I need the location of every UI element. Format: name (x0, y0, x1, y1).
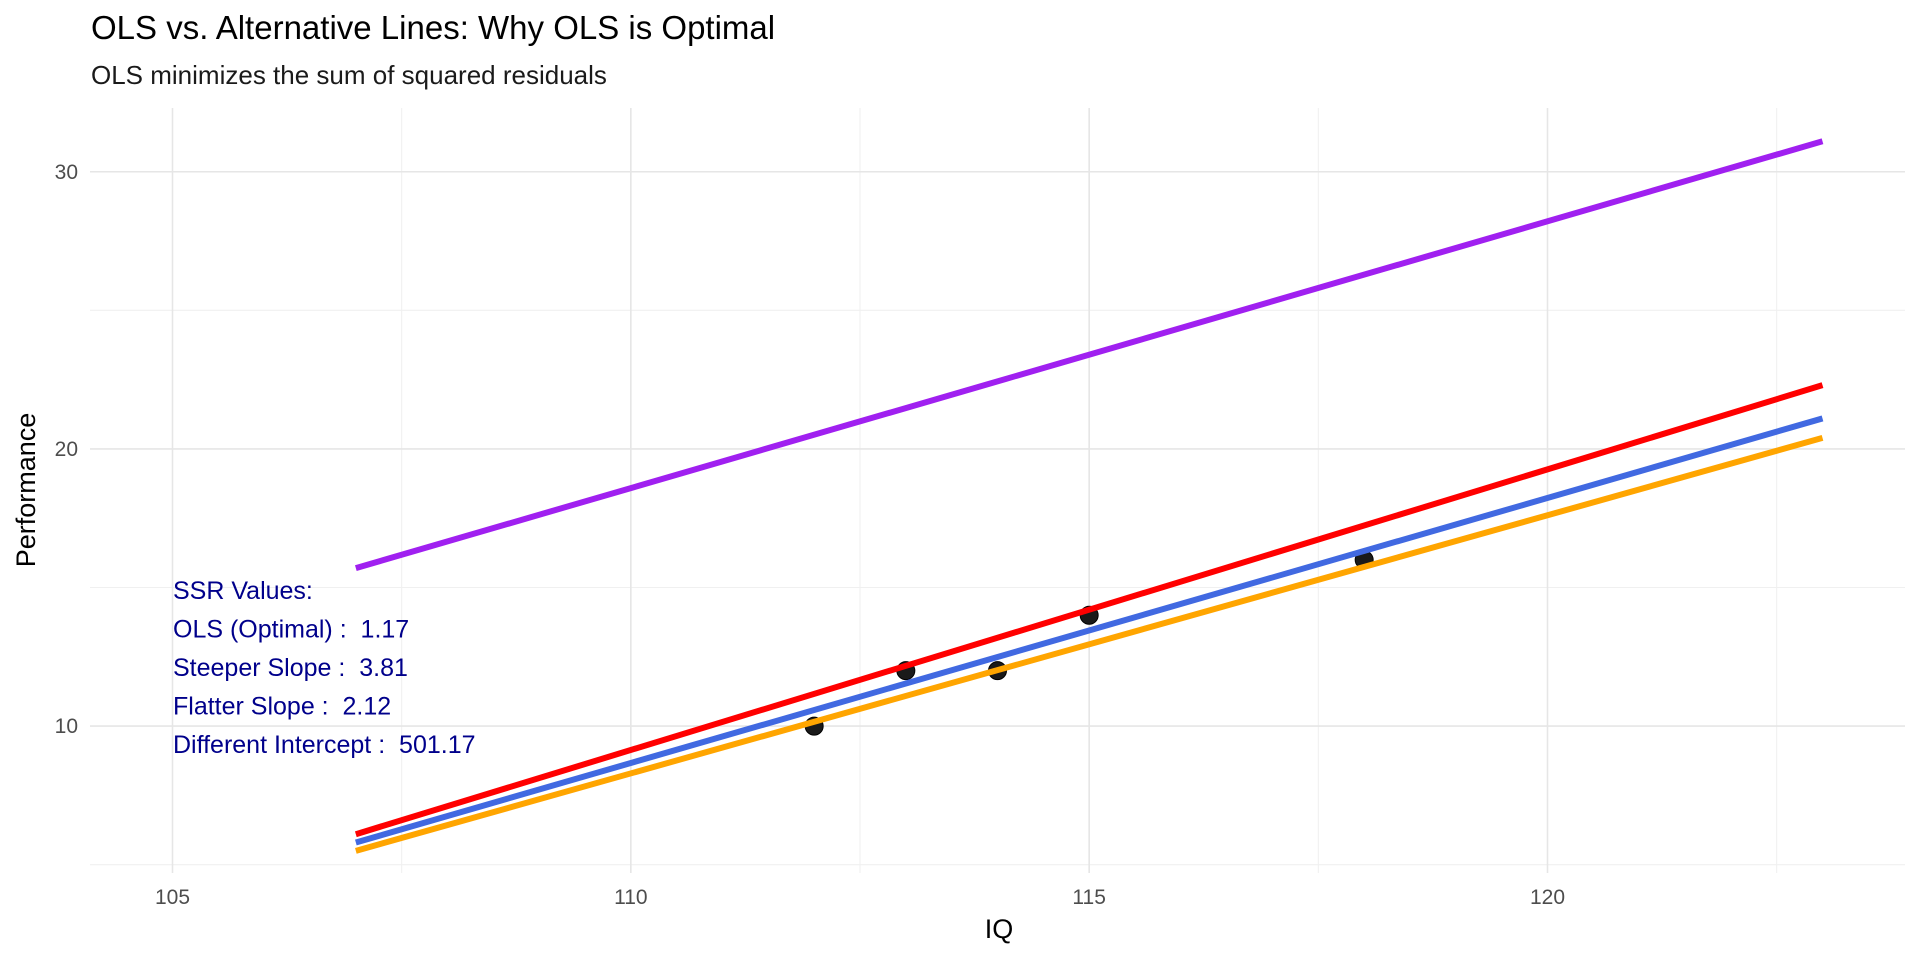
x-tick-label: 115 (1072, 886, 1105, 909)
annotation-heading: SSR Values: (173, 577, 313, 605)
y-tick-label: 10 (55, 715, 78, 738)
x-tick-label: 110 (614, 886, 647, 909)
grid (90, 108, 1905, 873)
x-tick-label: 120 (1530, 886, 1565, 909)
series-line (354, 138, 1824, 571)
y-tick-label: 20 (55, 438, 78, 461)
fit-lines (354, 138, 1824, 854)
chart-title: OLS vs. Alternative Lines: Why OLS is Op… (91, 9, 775, 46)
annotation-line: Different Intercept : 501.17 (173, 731, 476, 759)
ssr-annotation: SSR Values: OLS (Optimal) : 1.17 Steeper S… (173, 577, 476, 759)
annotation-line: OLS (Optimal) : 1.17 (173, 616, 409, 644)
y-tick-label: 30 (55, 161, 78, 184)
annotation-line: Flatter Slope : 2.12 (173, 693, 391, 721)
axis-ticks: 105 110 115 120 10 20 30 (55, 161, 1565, 909)
x-axis-title: IQ (985, 914, 1014, 944)
chart-subtitle: OLS minimizes the sum of squared residua… (91, 60, 607, 90)
series-line (354, 382, 1824, 838)
x-tick-label: 105 (155, 886, 190, 909)
annotation-line: Steeper Slope : 3.81 (173, 654, 408, 682)
series-line (355, 415, 1824, 846)
y-axis-title: Performance (11, 413, 41, 568)
series-line (355, 434, 1824, 854)
